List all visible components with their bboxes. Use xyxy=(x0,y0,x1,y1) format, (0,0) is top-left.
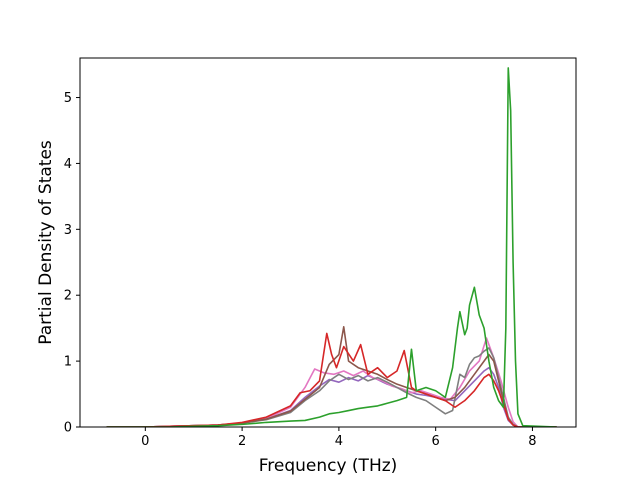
x-axis-label: Frequency (THz) xyxy=(259,456,398,476)
y-axis-label: Partial Density of States xyxy=(36,140,56,345)
plot-frame xyxy=(79,57,577,428)
y-tick-label: 5 xyxy=(64,91,72,106)
series-layer xyxy=(106,67,557,427)
x-tick-label: 6 xyxy=(432,434,440,449)
x-tick-label: 4 xyxy=(335,434,343,449)
x-ticks: 0 2 4 6 8 xyxy=(141,427,537,449)
x-tick-label: 2 xyxy=(238,434,246,449)
series-line-6 xyxy=(106,67,557,427)
y-tick-label: 1 xyxy=(64,355,72,370)
y-tick-label: 2 xyxy=(64,289,72,304)
y-tick-label: 3 xyxy=(64,223,72,238)
x-tick-label: 8 xyxy=(528,434,536,449)
y-ticks: 0 1 2 3 4 5 xyxy=(64,91,80,436)
y-tick-label: 4 xyxy=(64,157,72,172)
y-tick-label: 0 xyxy=(64,421,72,436)
x-tick-label: 0 xyxy=(141,434,149,449)
series-line-4 xyxy=(106,326,557,427)
